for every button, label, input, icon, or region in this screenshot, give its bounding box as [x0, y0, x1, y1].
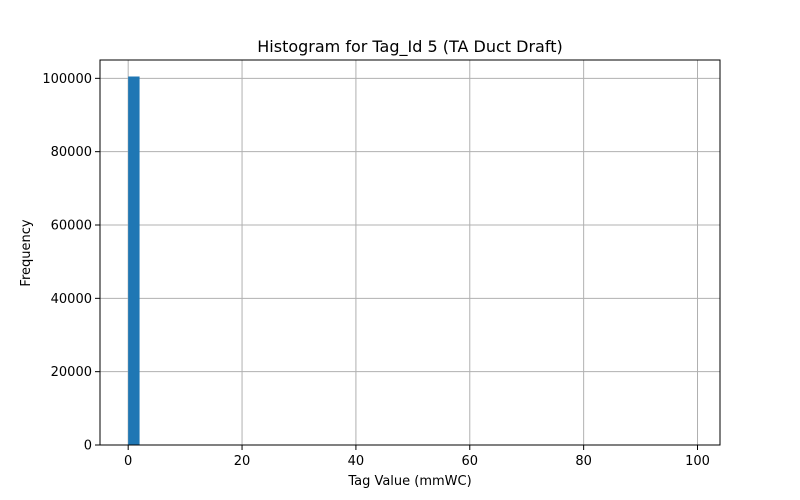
y-tick-label: 100000 — [42, 72, 92, 87]
x-tick-label: 100 — [685, 454, 710, 469]
x-tick-label: 80 — [575, 454, 592, 469]
y-tick-label: 80000 — [51, 145, 92, 160]
x-axis-label: Tag Value (mmWC) — [347, 474, 471, 489]
x-tick-label: 0 — [124, 454, 132, 469]
x-axis-ticks: 0 20 40 60 80 100 — [124, 445, 710, 469]
histogram-bar — [128, 76, 140, 445]
y-tick-label: 40000 — [51, 292, 92, 307]
x-tick-label: 60 — [462, 454, 479, 469]
x-tick-label: 20 — [234, 454, 251, 469]
y-axis-ticks: 0 20000 40000 60000 80000 100000 — [42, 72, 100, 454]
y-axis-label: Frequency — [19, 219, 34, 286]
y-tick-label: 0 — [84, 439, 92, 454]
histogram-bars — [128, 76, 140, 445]
chart-title: Histogram for Tag_Id 5 (TA Duct Draft) — [257, 37, 562, 57]
grid-lines — [100, 60, 720, 446]
x-tick-label: 40 — [348, 454, 365, 469]
y-tick-label: 20000 — [51, 365, 92, 380]
plot-area-frame — [99, 59, 721, 446]
y-tick-label: 60000 — [51, 219, 92, 234]
